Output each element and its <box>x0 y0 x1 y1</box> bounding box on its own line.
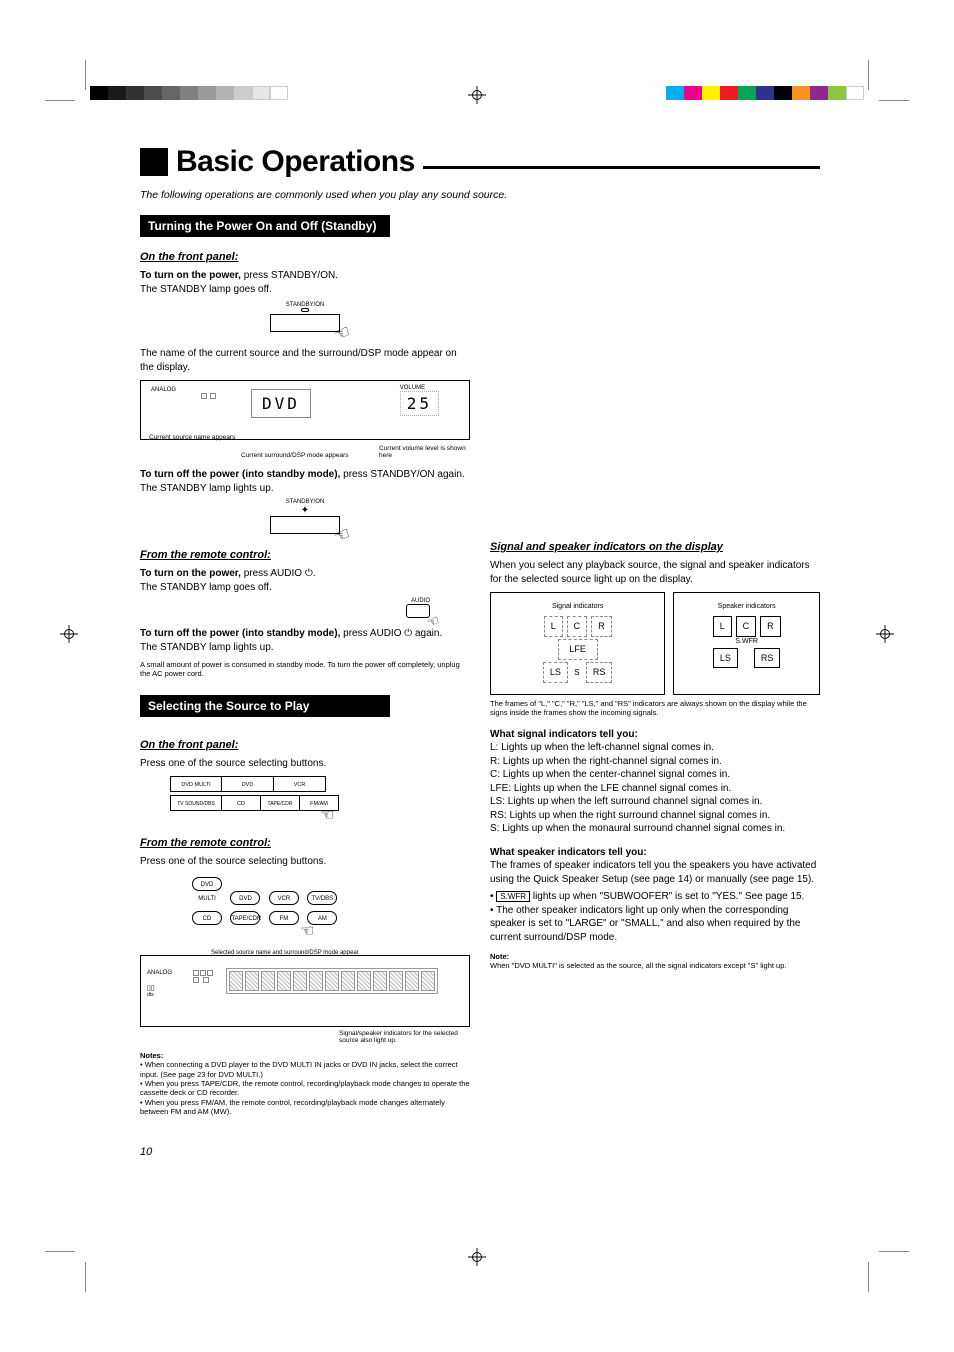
front-source-text: Press one of the source selecting button… <box>140 757 470 771</box>
note2: Note: When "DVD MULTI" is selected as th… <box>490 952 820 971</box>
page-content: Basic Operations The following operation… <box>140 145 820 1116</box>
crop-mark <box>879 100 909 101</box>
hand-pointer-icon: ☜ <box>300 923 314 940</box>
subhead-remote-2: From the remote control: <box>140 837 470 849</box>
sig-item: LFE: Lights up when the LFE channel sign… <box>490 782 820 796</box>
subhead-front-panel-2: On the front panel: <box>140 739 470 751</box>
display-figure: ANALOG DVD VOLUME 25 Current source name… <box>140 380 470 440</box>
registration-mark-icon <box>468 1248 486 1266</box>
crop-mark <box>45 1251 75 1252</box>
remote-source-buttons: DVD MULTI DVD VCR TV/DBS CD TAPE/CDR FM … <box>190 875 470 947</box>
subhead-front-panel: On the front panel: <box>140 251 470 263</box>
sig-item: LS: Lights up when the left surround cha… <box>490 795 820 809</box>
intro-text: The following operations are commonly us… <box>140 189 820 201</box>
sig-item: R: Lights up when the right-channel sign… <box>490 755 820 769</box>
hand-pointer-icon: ☜ <box>331 523 353 548</box>
source-select-notes: Notes: • When connecting a DVD player to… <box>140 1051 470 1117</box>
crop-mark <box>45 100 75 101</box>
registration-mark-icon <box>60 625 78 643</box>
section-heading-power: Turning the Power On and Off (Standby) <box>140 215 390 237</box>
standby-lamp-off: The STANDBY lamp goes off. <box>140 283 470 297</box>
standby-power-note: A small amount of power is consumed in s… <box>140 660 470 679</box>
title-rule <box>423 166 820 169</box>
remote-on-text: To turn on the power, press AUDIO ⏻. <box>140 567 470 581</box>
subhead-remote: From the remote control: <box>140 549 470 561</box>
hand-pointer-icon: ☜ <box>320 807 334 824</box>
crop-mark <box>868 60 869 90</box>
page-number: 10 <box>140 1146 152 1158</box>
front-source-buttons: DVD MULTI DVD VCR TV SOUND/DBS CD TAPE/C… <box>170 776 470 831</box>
page-title-block: Basic Operations <box>140 145 820 179</box>
power-off-text: To turn off the power (into standby mode… <box>140 468 470 482</box>
signal-indicators-text: When you select any playback source, the… <box>490 559 820 586</box>
sig-item: RS: Lights up when the right surround ch… <box>490 809 820 823</box>
standby-button-figure: STANDBY/ON ☜ <box>140 302 470 337</box>
display-note: The name of the current source and the s… <box>140 347 470 374</box>
power-on-text: To turn on the power, press STANDBY/ON. <box>140 269 470 283</box>
color-strip <box>666 86 864 100</box>
subhead-signal-indicators: Signal and speaker indicators on the dis… <box>490 541 820 553</box>
audio-button-figure: AUDIO ☜ <box>140 598 430 623</box>
crop-mark <box>85 1262 86 1292</box>
sig-explain-head: What signal indicators tell you: <box>490 729 638 740</box>
crop-mark <box>868 1262 869 1292</box>
crop-mark <box>879 1251 909 1252</box>
grayscale-strip <box>90 86 288 100</box>
standby-lamp-on: The STANDBY lamp lights up. <box>140 482 470 496</box>
spk-explain-head: What speaker indicators tell you: <box>490 847 647 858</box>
page-title: Basic Operations <box>176 145 415 179</box>
section-heading-source: Selecting the Source to Play <box>140 695 390 717</box>
sig-item: L: Lights up when the left-channel signa… <box>490 741 820 755</box>
standby-button-figure-2: STANDBY/ON ✦ ☜ <box>140 499 470 539</box>
spk-text3: • The other speaker indicators light up … <box>490 904 820 945</box>
remote-source-text: Press one of the source selecting button… <box>140 855 470 869</box>
printer-marks-top <box>0 90 954 110</box>
title-square-icon <box>140 148 168 176</box>
sig-item: S: Lights up when the monaural surround … <box>490 822 820 836</box>
registration-mark-icon <box>876 625 894 643</box>
remote-off-text: To turn off the power (into standby mode… <box>140 627 470 641</box>
sig-item: C: Lights up when the center-channel sig… <box>490 768 820 782</box>
sig-caption: The frames of "L," "C," "R," "LS," and "… <box>490 699 820 718</box>
registration-mark-icon <box>468 86 486 104</box>
hand-pointer-icon: ☜ <box>331 321 353 346</box>
spk-text1: The frames of speaker indicators tell yo… <box>490 859 820 886</box>
crop-mark <box>85 60 86 90</box>
signal-indicator-box: Signal indicators L C R LFE LS S RS <box>490 592 665 695</box>
spk-text2: • S.WFR lights up when "SUBWOOFER" is se… <box>490 890 820 904</box>
speaker-indicator-box: Speaker indicators L C R S.WFR LS RS <box>673 592 820 695</box>
full-display-figure: Selected source name and surround/DSP mo… <box>140 955 470 1027</box>
